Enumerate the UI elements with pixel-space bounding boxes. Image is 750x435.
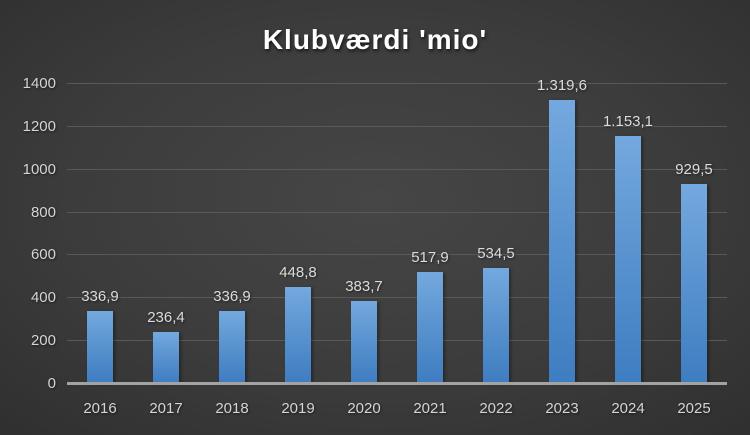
bar-value-label: 383,7 bbox=[345, 278, 383, 295]
x-axis-tick-label: 2023 bbox=[545, 400, 579, 417]
bar-2023 bbox=[549, 100, 575, 383]
bar-value-label: 336,9 bbox=[213, 288, 251, 305]
gridline bbox=[67, 83, 727, 84]
bar-2021 bbox=[417, 272, 443, 383]
chart-title: Klubværdi 'mio' bbox=[262, 24, 488, 55]
y-axis-tick-label: 1200 bbox=[22, 118, 56, 135]
bar-2020 bbox=[351, 301, 377, 383]
y-axis-tick-label: 1400 bbox=[22, 75, 56, 92]
gridline bbox=[67, 126, 727, 127]
bar-2016 bbox=[87, 311, 113, 383]
bar-value-label: 1.153,1 bbox=[602, 113, 654, 130]
gridline bbox=[67, 254, 727, 255]
y-axis-tick-label: 0 bbox=[47, 375, 56, 392]
y-axis-tick-label: 800 bbox=[30, 204, 56, 221]
x-axis-tick-label: 2018 bbox=[215, 400, 249, 417]
gridline bbox=[67, 212, 727, 213]
bar-value-label: 517,9 bbox=[411, 249, 449, 266]
x-axis-tick-label: 2019 bbox=[281, 400, 315, 417]
bar-value-label: 1.319,6 bbox=[536, 77, 588, 94]
x-axis-tick-label: 2016 bbox=[83, 400, 117, 417]
x-axis-tick-label: 2017 bbox=[149, 400, 183, 417]
bar-2022 bbox=[483, 268, 509, 383]
gridline bbox=[67, 340, 727, 341]
bar-value-label: 929,5 bbox=[675, 161, 713, 178]
bar-value-label: 534,5 bbox=[477, 245, 515, 262]
y-axis-tick-label: 1000 bbox=[22, 161, 56, 178]
y-axis-tick-label: 400 bbox=[30, 289, 56, 306]
bar-2017 bbox=[153, 332, 179, 383]
bar-2018 bbox=[219, 311, 245, 383]
bar-2024 bbox=[615, 136, 641, 383]
x-axis-tick-label: 2021 bbox=[413, 400, 447, 417]
x-axis-tick-label: 2022 bbox=[479, 400, 513, 417]
gridline bbox=[67, 169, 727, 170]
x-axis-tick-label: 2025 bbox=[677, 400, 711, 417]
y-axis-tick-label: 200 bbox=[30, 332, 56, 349]
y-axis-tick-label: 600 bbox=[30, 246, 56, 263]
bar-2025 bbox=[681, 184, 707, 383]
bar-2019 bbox=[285, 287, 311, 383]
x-axis-tick-label: 2020 bbox=[347, 400, 381, 417]
gridline bbox=[67, 297, 727, 298]
bar-value-label: 336,9 bbox=[81, 288, 119, 305]
x-axis-line bbox=[67, 382, 727, 385]
bar-value-label: 236,4 bbox=[147, 309, 185, 326]
bar-value-label: 448,8 bbox=[279, 264, 317, 281]
x-axis-tick-label: 2024 bbox=[611, 400, 645, 417]
